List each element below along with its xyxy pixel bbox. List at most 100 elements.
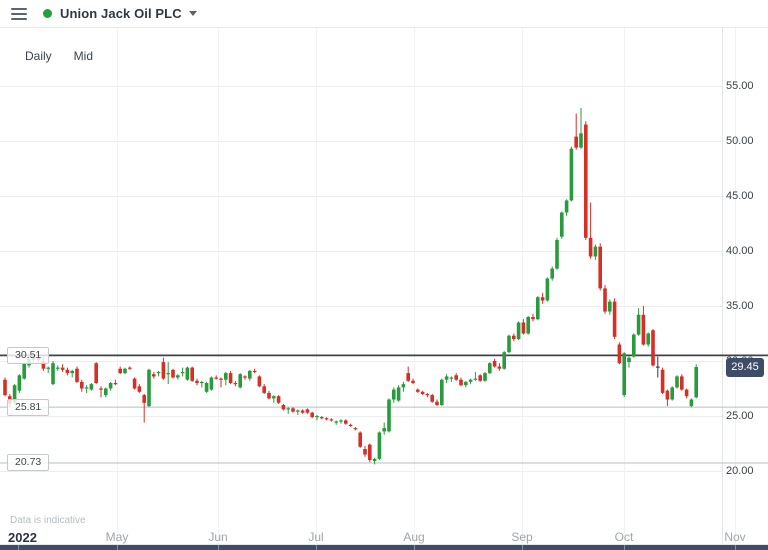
candlestick — [228, 370, 233, 385]
candlestick — [291, 407, 295, 413]
candlestick — [646, 332, 650, 347]
candles-layer — [3, 108, 698, 465]
price-level-label: 20.73 — [7, 454, 50, 472]
candlestick — [137, 384, 142, 393]
candlestick — [564, 199, 569, 216]
candlestick — [305, 408, 310, 414]
candlestick — [497, 363, 502, 371]
candlestick — [22, 362, 26, 380]
candlestick — [171, 368, 175, 379]
candlestick — [531, 313, 535, 322]
candlestick — [118, 366, 122, 375]
candlestick — [492, 358, 497, 368]
candlestick — [190, 366, 194, 382]
x-axis-year-label: 2022 — [8, 530, 37, 545]
candlestick — [142, 394, 146, 423]
candlestick — [689, 398, 694, 408]
candlestick — [459, 377, 463, 387]
candlestick — [416, 388, 420, 393]
candlestick — [108, 381, 113, 391]
month-gridlines — [117, 28, 736, 544]
candlestick — [315, 414, 319, 421]
candlestick — [17, 374, 22, 393]
candlestick — [80, 379, 84, 392]
candlestick — [684, 388, 689, 399]
candlestick — [478, 374, 482, 382]
candlestick — [368, 443, 372, 463]
candlestick — [670, 386, 674, 401]
candlestick — [425, 392, 430, 398]
candlestick — [344, 419, 348, 425]
candlestick — [262, 384, 266, 394]
candlestick — [243, 375, 247, 380]
candlestick — [296, 409, 300, 415]
timeframe-label[interactable]: Daily — [25, 49, 52, 63]
candlestick — [468, 378, 473, 385]
candlestick — [387, 398, 391, 433]
candlestick — [113, 379, 118, 386]
app-header: Union Jack Oil PLC — [0, 0, 768, 28]
candlestick — [195, 378, 199, 386]
candlestick — [574, 113, 578, 150]
hamburger-menu-icon[interactable] — [11, 7, 27, 20]
candlestick — [281, 403, 286, 411]
chevron-down-icon — [188, 11, 197, 16]
candlestick — [65, 367, 70, 376]
candlestick — [665, 389, 670, 407]
candlestick — [675, 375, 679, 389]
candlestick — [617, 342, 622, 365]
navigator-tick — [624, 545, 625, 550]
instrument-selector[interactable]: Union Jack Oil PLC — [52, 6, 197, 21]
candlestick — [324, 417, 329, 421]
candlestick — [483, 372, 487, 382]
candlestick — [185, 366, 190, 381]
candlestick — [348, 423, 353, 427]
range-navigator-scrollbar[interactable] — [0, 545, 768, 550]
candlestick — [507, 334, 511, 354]
price-level-label: 25.81 — [7, 398, 50, 416]
candlestick — [449, 376, 454, 382]
candlestick — [219, 377, 223, 388]
candlestick — [204, 381, 209, 393]
y-axis-tick-label: 35.00 — [726, 300, 754, 312]
candlestick — [651, 329, 655, 367]
candlestick — [358, 431, 362, 448]
candlestick — [603, 285, 607, 314]
chart-toolbar: Daily Mid — [25, 49, 93, 63]
candlestick — [377, 431, 382, 460]
navigator-tick — [18, 545, 19, 550]
price-level-lines — [0, 354, 768, 464]
candlestick — [70, 369, 74, 378]
candlestick — [152, 372, 156, 379]
candlestick — [608, 299, 612, 315]
candlestick — [656, 356, 660, 378]
candlestick — [454, 373, 458, 381]
candlestick — [339, 419, 343, 424]
instrument-status-dot — [43, 9, 52, 18]
navigator-tick — [316, 545, 317, 550]
navigator-tick — [218, 545, 219, 550]
horizontal-gridlines — [0, 86, 722, 472]
y-axis-tick-label: 50.00 — [726, 135, 754, 147]
candlestick — [622, 352, 626, 398]
candlestick — [569, 146, 574, 202]
y-axis-tick-label: 45.00 — [726, 190, 754, 202]
candlestick — [512, 333, 516, 342]
candlestick — [3, 377, 7, 397]
candlestick — [382, 422, 386, 435]
candlestick — [464, 380, 468, 388]
candlestick — [310, 411, 314, 419]
candlestick — [166, 362, 170, 385]
price-basis-label[interactable]: Mid — [73, 49, 94, 63]
candlestick — [238, 373, 242, 389]
y-axis-tick-label: 40.00 — [726, 245, 754, 257]
candlestick — [84, 385, 89, 393]
x-axis-month-label: Oct — [614, 530, 634, 544]
candlestick — [60, 364, 65, 372]
candlestick — [588, 202, 593, 259]
candlestick — [161, 357, 166, 380]
candlestick — [694, 364, 698, 399]
candlestick — [104, 387, 108, 398]
candlestick — [300, 409, 305, 414]
